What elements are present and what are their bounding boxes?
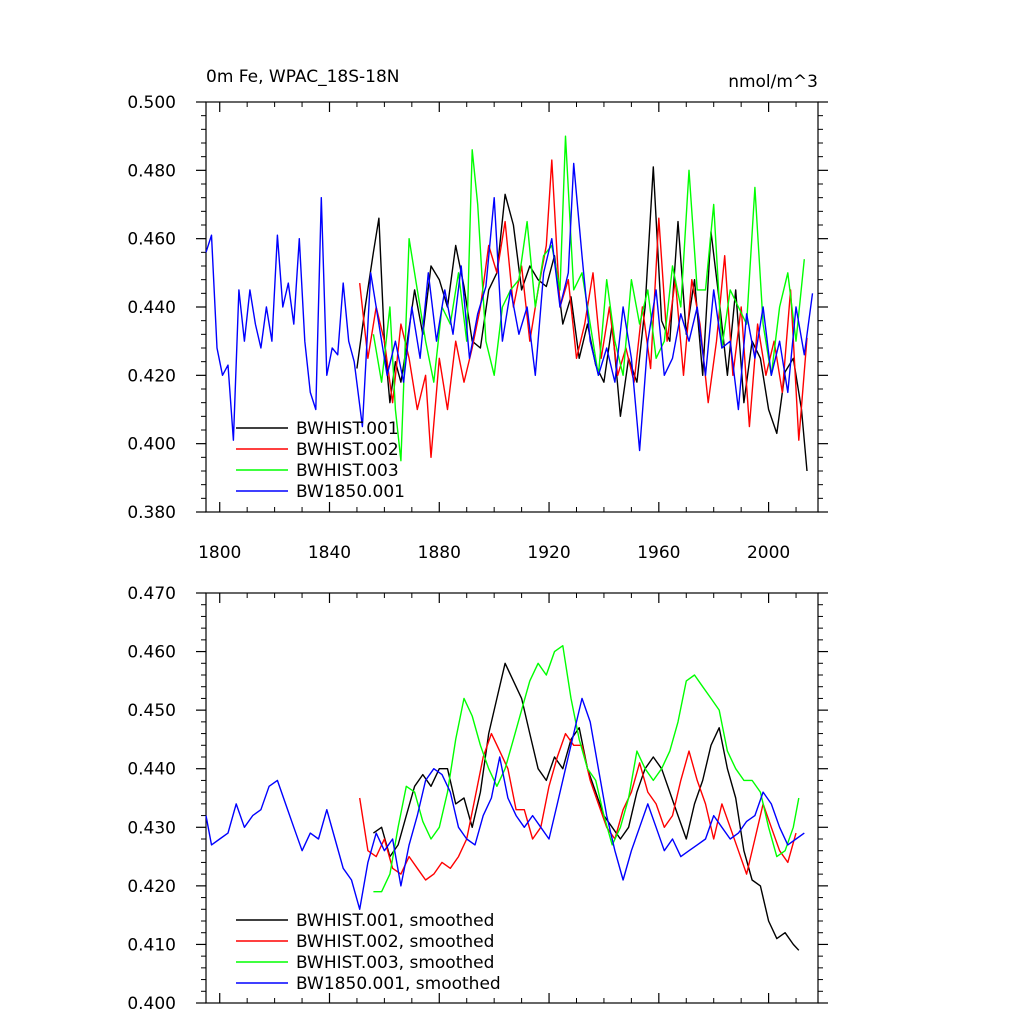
top-x-tick-label: 1800: [198, 543, 241, 563]
top-y-tick-label: 0.460: [127, 230, 176, 250]
bottom-series-line-4: [205, 697, 805, 910]
top-y-tick-label: 0.400: [127, 435, 176, 455]
bottom-y-tick-label: 0.450: [127, 701, 176, 721]
top-y-tick-label: 0.480: [127, 161, 176, 181]
top-legend-label-3: BWHIST.003: [296, 461, 399, 481]
top-y-tick-label: 0.420: [127, 366, 176, 386]
bottom-legend-label-3: BWHIST.003, smoothed: [296, 953, 494, 973]
top-x-tick-label: 1960: [637, 543, 680, 563]
top-chart-units: nmol/m^3: [728, 72, 818, 92]
bottom-legend-label-2: BWHIST.002, smoothed: [296, 932, 494, 952]
top-x-tick-label: 1840: [308, 543, 351, 563]
top-legend-label-4: BW1850.001: [296, 482, 405, 502]
bottom-y-tick-label: 0.470: [127, 584, 176, 604]
top-x-tick-label: 1880: [418, 543, 461, 563]
top-legend-label-1: BWHIST.001: [296, 419, 399, 439]
bottom-y-tick-label: 0.400: [127, 994, 176, 1014]
top-chart-title: 0m Fe, WPAC_18S-18N: [206, 67, 399, 87]
bottom-series-line-2: [359, 732, 797, 881]
top-y-tick-label: 0.440: [127, 298, 176, 318]
top-x-tick-label: 1920: [527, 543, 570, 563]
bottom-y-tick-label: 0.430: [127, 818, 176, 838]
bottom-series-line-1: [372, 662, 800, 951]
top-series-line-1: [356, 166, 808, 472]
bottom-legend-label-1: BWHIST.001, smoothed: [296, 911, 494, 931]
top-y-tick-label: 0.380: [127, 503, 176, 523]
bottom-y-tick-label: 0.410: [127, 935, 176, 955]
bottom-legend-label-4: BW1850.001, smoothed: [296, 974, 501, 994]
top-y-tick-label: 0.500: [127, 93, 176, 113]
bottom-chart: 0.400 0.410 0.420 0.430 0.440 0.450 0.460 0.470…: [127, 584, 828, 1014]
bottom-plot-frame: [205, 592, 819, 1004]
top-series-line-4: [205, 162, 814, 452]
bottom-y-tick-label: 0.460: [127, 643, 176, 663]
top-chart: 1800 1840 1880 1920 1960 2000 0.380 0.400 0.420 0…: [127, 93, 828, 563]
bottom-y-tick-label: 0.440: [127, 760, 176, 780]
top-x-tick-label: 2000: [747, 543, 790, 563]
bottom-y-tick-label: 0.420: [127, 877, 176, 897]
top-legend-label-2: BWHIST.002: [296, 440, 399, 460]
bottom-series-line-3: [373, 645, 800, 893]
